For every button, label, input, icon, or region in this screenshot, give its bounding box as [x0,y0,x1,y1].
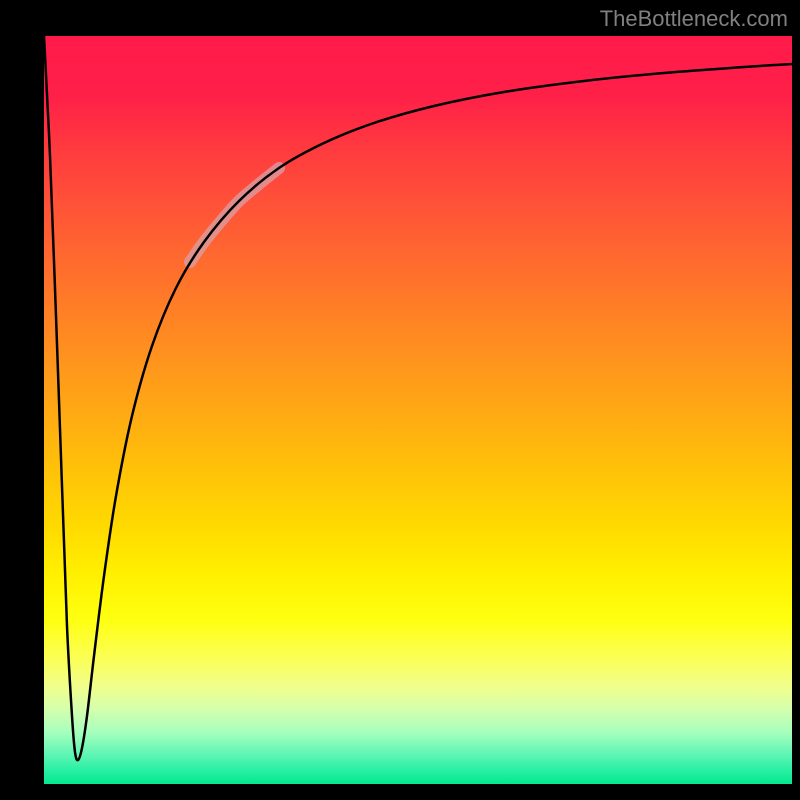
highlight-segment [190,168,279,262]
plot-svg [44,36,792,784]
plot-area [44,36,792,784]
bottleneck-curve [44,36,792,760]
watermark-text: TheBottleneck.com [600,6,788,32]
